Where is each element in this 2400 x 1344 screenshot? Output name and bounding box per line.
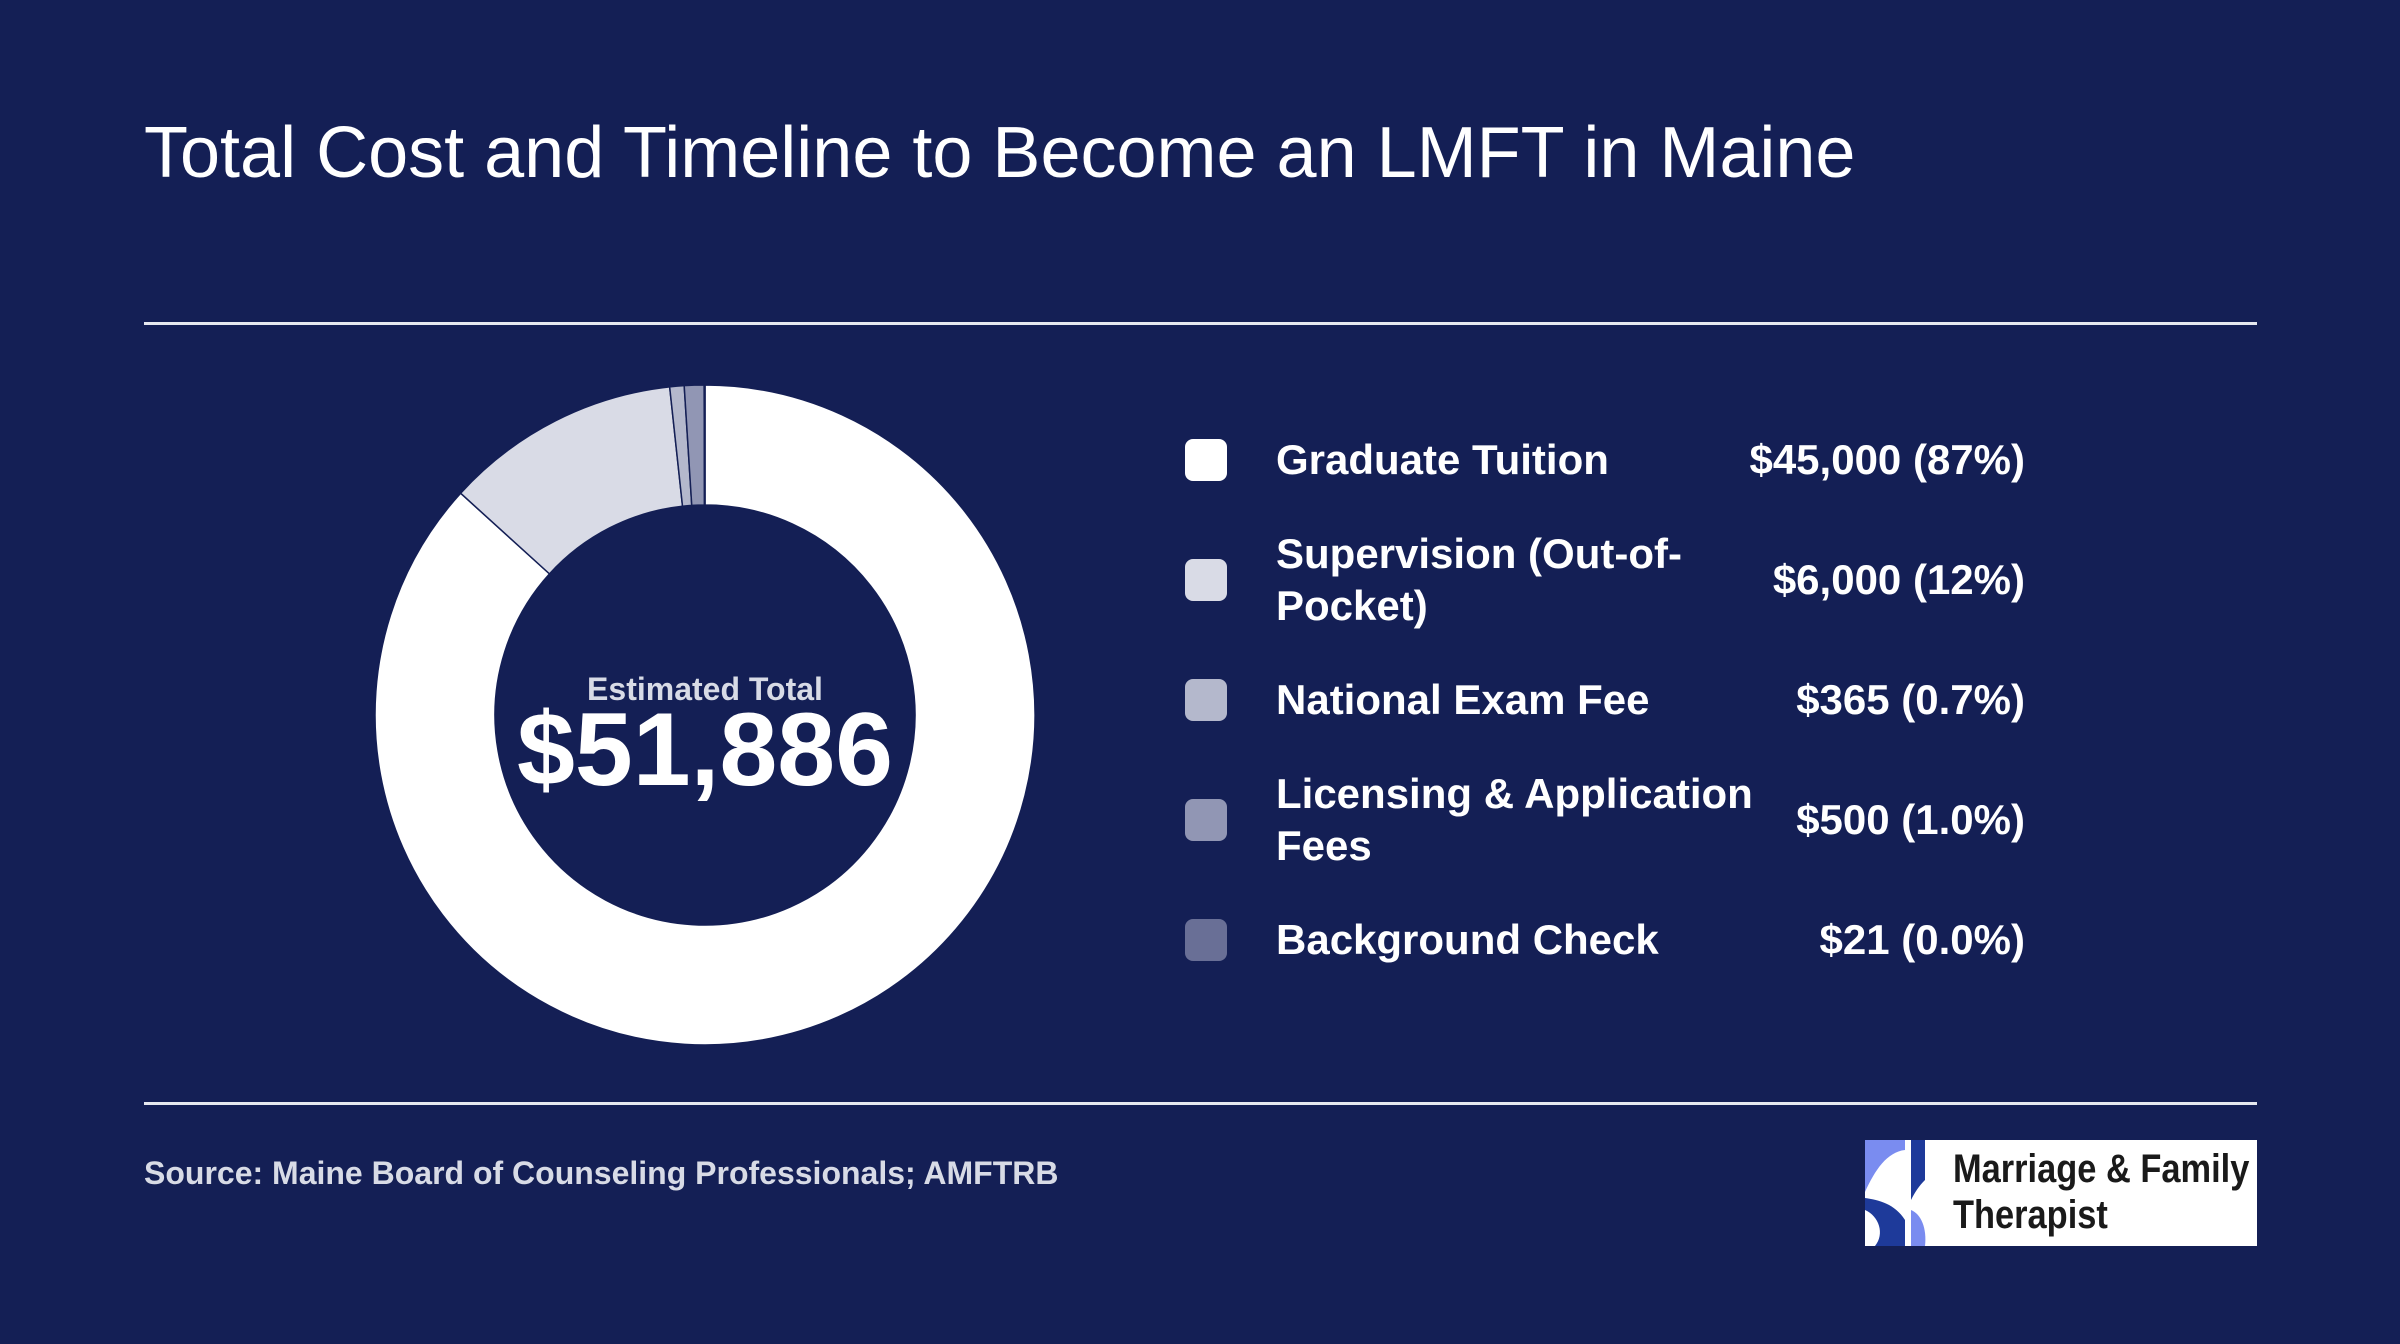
bottom-divider bbox=[144, 1102, 2257, 1105]
legend-value: $6,000 (12%) bbox=[1772, 556, 2025, 603]
legend-label: Supervision (Out-of-Pocket) bbox=[1276, 530, 1682, 629]
legend-item: Licensing & Application Fees $500 (1.0%) bbox=[1185, 768, 2025, 872]
legend-value: $500 (1.0%) bbox=[1796, 796, 2025, 843]
legend-value: $45,000 (87%) bbox=[1749, 436, 2025, 483]
legend-label: National Exam Fee bbox=[1276, 676, 1650, 723]
legend-value: $365 (0.7%) bbox=[1796, 676, 2025, 723]
legend-item: National Exam Fee $365 (0.7%) bbox=[1185, 674, 2025, 726]
chart-title: Total Cost and Timeline to Become an LMF… bbox=[144, 113, 1856, 193]
legend-label: Licensing & Application Fees bbox=[1276, 770, 1753, 869]
logo-wordmark: Marriage & Family Therapist bbox=[1953, 1146, 2249, 1238]
legend-label: Graduate Tuition bbox=[1276, 436, 1609, 483]
donut-center-value: $51,886 bbox=[517, 692, 893, 808]
top-divider bbox=[144, 322, 2257, 325]
legend-item: Supervision (Out-of-Pocket) $6,000 (12%) bbox=[1185, 528, 2025, 632]
source-note: Source: Maine Board of Counseling Profes… bbox=[144, 1155, 1059, 1191]
legend-label: Background Check bbox=[1276, 916, 1659, 963]
logo-line-2: Therapist bbox=[1953, 1193, 2108, 1237]
donut-center-label: Estimated Total bbox=[587, 671, 823, 707]
legend-swatch bbox=[1185, 919, 1227, 961]
logo-line-1: Marriage & Family bbox=[1953, 1147, 2250, 1191]
legend-value: $21 (0.0%) bbox=[1819, 916, 2025, 963]
legend-item: Background Check $21 (0.0%) bbox=[1185, 914, 2025, 966]
legend-swatch bbox=[1185, 799, 1227, 841]
legend-swatch bbox=[1185, 679, 1227, 721]
donut-slice-5 bbox=[703, 384, 706, 506]
legend-item: Graduate Tuition $45,000 (87%) bbox=[1185, 434, 2025, 486]
donut-chart: Estimated Total $51,886 bbox=[374, 384, 1036, 1046]
legend-swatch bbox=[1185, 439, 1227, 481]
logo-mark-icon bbox=[1865, 1140, 1926, 1246]
legend-swatch bbox=[1185, 559, 1227, 601]
brand-logo: Marriage & Family Therapist bbox=[1865, 1140, 2257, 1246]
donut-slice-1 bbox=[374, 384, 1036, 1046]
